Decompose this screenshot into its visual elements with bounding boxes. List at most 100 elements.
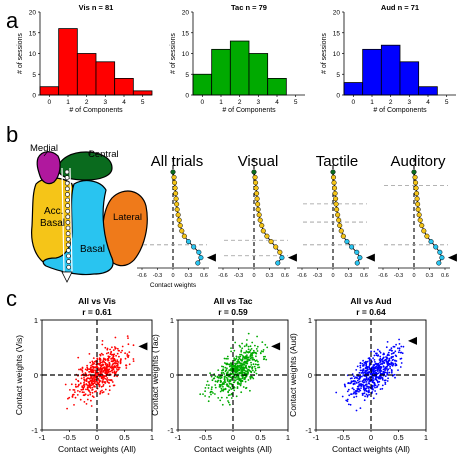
- scatter-point: [116, 352, 119, 355]
- y-axis-label: # of sessions: [170, 33, 177, 74]
- histogram-bar: [380, 44, 401, 96]
- scatter-point: [359, 364, 362, 367]
- scatter-point: [249, 357, 252, 360]
- scatter-point: [93, 382, 96, 384]
- scatter-point: [225, 383, 228, 386]
- scatter-point: [112, 355, 115, 358]
- scatter-point: [109, 348, 111, 351]
- scatter-point: [202, 393, 204, 395]
- highlight-arrow-icon: [408, 336, 417, 345]
- scatter-point: [364, 379, 367, 382]
- scatter-point: [236, 360, 239, 363]
- scatter-point: [221, 365, 223, 368]
- scatter-point: [127, 356, 129, 359]
- scatter-point: [358, 378, 361, 380]
- y-tick-label: 15: [333, 30, 341, 37]
- label-basal: Basal: [80, 244, 105, 255]
- x-tick-label: 0.3: [185, 273, 193, 279]
- scatter-point: [113, 359, 115, 362]
- scatter-point: [252, 349, 255, 352]
- scatter-point: [80, 377, 83, 380]
- scatter-point: [91, 378, 94, 381]
- scatter-point: [222, 385, 224, 388]
- y-tick-label: 1: [34, 316, 38, 325]
- chart-title: All vs Vis: [78, 296, 116, 306]
- scatter-point: [379, 369, 381, 372]
- scatter-point: [382, 368, 385, 371]
- scatter-point: [103, 376, 105, 379]
- scatter-point: [368, 362, 371, 364]
- scatter-point: [363, 392, 366, 394]
- scatter-point: [126, 353, 129, 355]
- scatter-point: [107, 359, 109, 362]
- scatter-point: [76, 394, 79, 396]
- x-tick-label: 0.6: [441, 273, 449, 279]
- scatter-point: [89, 361, 92, 364]
- scatter-point: [88, 390, 91, 392]
- scatter-point: [254, 359, 257, 362]
- contact-point: [344, 239, 350, 245]
- scatter-point: [379, 377, 382, 380]
- histogram-tac: 0 5 10 15 20 0 1 2 3 4 5 # of Components # of sessio…: [170, 3, 305, 114]
- contact-point: [253, 180, 259, 186]
- scatter-point: [224, 366, 227, 369]
- scatter-point: [374, 390, 376, 392]
- scatter-point: [217, 397, 220, 399]
- scatter-point: [87, 384, 89, 387]
- scatter-point: [351, 387, 354, 389]
- scatter-point: [241, 364, 244, 366]
- profile-title: Auditory: [390, 153, 446, 170]
- scatter-point: [228, 389, 231, 392]
- scatter-point: [379, 361, 381, 364]
- scatter-point: [385, 356, 387, 358]
- scatter-point: [234, 376, 237, 379]
- scatter-point: [83, 379, 86, 382]
- x-tick-label: 3: [408, 99, 412, 106]
- scatter-point: [84, 368, 87, 371]
- scatter-point: [376, 363, 378, 365]
- panel-letter-b: b: [6, 122, 18, 147]
- scatter-point: [244, 351, 247, 354]
- scatter-point: [231, 365, 234, 367]
- peak-arrow-icon: [447, 253, 457, 262]
- scatter-point: [246, 355, 248, 358]
- scatter-point: [387, 353, 389, 356]
- histogram-bar: [76, 53, 97, 96]
- scatter-point: [88, 377, 91, 380]
- scatter-point: [362, 384, 365, 386]
- scatter-point: [98, 369, 100, 371]
- scatter-point: [229, 386, 232, 389]
- scatter-point: [394, 376, 396, 379]
- scatter-point: [114, 372, 117, 375]
- scatter-point: [100, 385, 103, 388]
- scatter-point: [102, 380, 104, 383]
- scatter-point: [66, 407, 68, 410]
- scatter-point: [101, 343, 104, 346]
- contact-point: [349, 244, 355, 250]
- y-tick-label: 1: [170, 316, 174, 325]
- scatter-point: [238, 366, 240, 368]
- contact-point: [256, 212, 262, 218]
- scatter-point: [92, 380, 94, 383]
- scatter-point: [248, 366, 251, 369]
- x-tick-label: 3: [104, 99, 108, 106]
- scatter-point: [377, 348, 379, 351]
- scatter-point: [108, 371, 110, 373]
- scatter-point: [253, 351, 255, 354]
- scatter-point: [243, 356, 246, 359]
- scatter-point: [211, 379, 214, 382]
- scatter-point: [356, 385, 359, 388]
- histogram-bar: [114, 78, 134, 96]
- contact-point: [437, 249, 443, 255]
- scatter-point: [90, 399, 92, 402]
- scatter-point: [252, 357, 254, 359]
- scatter-point: [227, 400, 229, 402]
- scatter-point: [250, 348, 253, 350]
- scatter-point: [108, 365, 111, 368]
- scatter-point: [241, 367, 244, 369]
- scatter-point: [368, 393, 370, 396]
- scatter-point: [106, 363, 109, 366]
- profile-line: [253, 171, 283, 264]
- scatter-point: [350, 380, 353, 383]
- scatter-point: [132, 344, 135, 347]
